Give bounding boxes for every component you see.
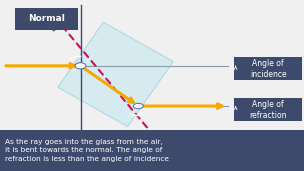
Text: Angle of
incidence: Angle of incidence <box>250 59 287 79</box>
Text: Normal: Normal <box>28 14 65 23</box>
FancyBboxPatch shape <box>0 130 304 171</box>
Polygon shape <box>58 22 173 127</box>
FancyBboxPatch shape <box>234 98 302 121</box>
Text: Angle of
refraction: Angle of refraction <box>250 100 287 120</box>
FancyBboxPatch shape <box>234 57 302 80</box>
FancyBboxPatch shape <box>15 8 78 30</box>
Circle shape <box>133 103 143 109</box>
Text: As the ray goes into the glass from the air,
it is bent towards the normal. The : As the ray goes into the glass from the … <box>5 139 169 162</box>
Circle shape <box>75 63 86 69</box>
